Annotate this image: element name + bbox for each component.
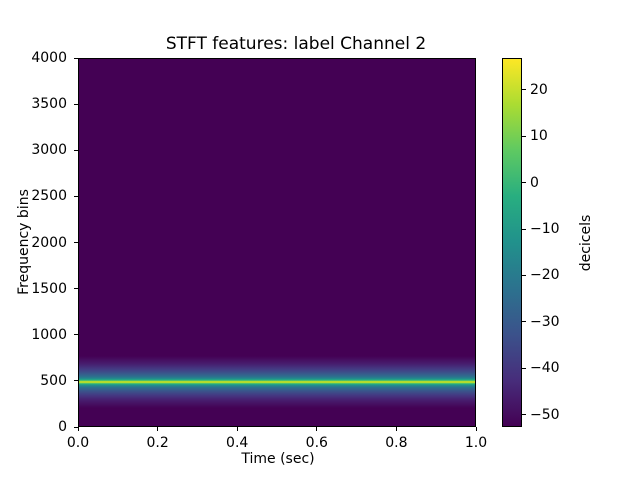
- y-tick-label: 1500: [31, 280, 67, 297]
- x-tick-label: 0.6: [305, 435, 328, 451]
- x-tick-mark: [77, 427, 79, 431]
- x-tick-label: 1.0: [464, 435, 488, 451]
- colorbar-tick-label: −10: [530, 221, 560, 238]
- x-tick-mark: [236, 427, 238, 431]
- colorbar-tick-mark: [522, 182, 526, 184]
- colorbar-tick-label: −40: [530, 360, 560, 377]
- colorbar-tick-label: −30: [530, 313, 560, 330]
- x-tick-mark: [157, 427, 159, 431]
- colorbar-tick-label: −20: [530, 267, 560, 284]
- stft-signal-band: [79, 356, 475, 408]
- x-tick-label: 0.0: [66, 435, 90, 451]
- y-tick-label: 3500: [31, 96, 67, 113]
- y-tick-label: 2000: [31, 234, 67, 251]
- colorbar-tick-mark: [522, 321, 526, 323]
- colorbar-tick-mark: [522, 228, 526, 230]
- x-tick-mark: [395, 427, 397, 431]
- colorbar-tick-label: −50: [530, 406, 560, 423]
- y-tick-label: 3000: [31, 142, 67, 159]
- y-tick-mark: [74, 426, 78, 428]
- y-tick-mark: [74, 195, 78, 197]
- y-tick-mark: [74, 242, 78, 243]
- y-tick-label: 2500: [31, 188, 67, 205]
- colorbar-label: decicels: [578, 214, 594, 272]
- y-tick-label: 4000: [31, 50, 67, 66]
- colorbar-tick-label: 0: [530, 174, 539, 191]
- y-tick-mark: [74, 103, 78, 105]
- y-tick-mark: [74, 288, 78, 290]
- colorbar-tick-label: 10: [530, 128, 548, 145]
- colorbar-tick-mark: [522, 414, 526, 416]
- colorbar-tick-mark: [522, 89, 526, 91]
- colorbar-tick-mark: [522, 367, 526, 369]
- colorbar-tick-mark: [522, 135, 526, 137]
- y-tick-label: 1000: [31, 326, 67, 343]
- x-tick-label: 0.4: [226, 435, 249, 451]
- x-tick-label: 0.8: [385, 435, 408, 451]
- y-tick-mark: [74, 149, 78, 151]
- heatmap-plot: [78, 58, 476, 427]
- y-tick-label: 0: [58, 419, 67, 435]
- x-tick-label: 0.2: [146, 435, 169, 451]
- plot-title: STFT features: label Channel 2: [165, 34, 427, 54]
- y-tick-mark: [74, 334, 78, 336]
- y-tick-label: 500: [40, 372, 67, 389]
- colorbar-tick-label: 20: [530, 81, 548, 98]
- x-tick-mark: [316, 427, 318, 431]
- y-tick-mark: [74, 380, 78, 382]
- x-tick-mark: [475, 427, 477, 431]
- y-tick-mark: [74, 57, 78, 59]
- colorbar-tick-mark: [522, 274, 526, 276]
- x-axis-label: Time (sec): [241, 451, 315, 467]
- colorbar: [502, 58, 522, 427]
